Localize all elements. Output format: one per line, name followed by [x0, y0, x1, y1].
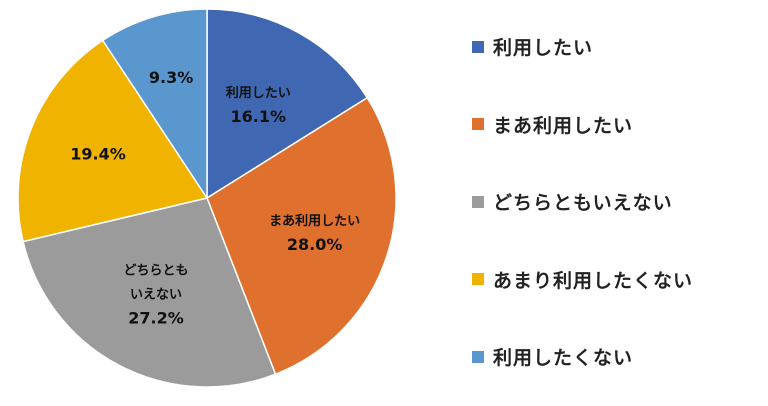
- legend-label-5: 利用したくない: [493, 347, 634, 369]
- slice-value-label-2: 28.0%: [287, 235, 343, 254]
- slice-value-label-5: 9.3%: [149, 68, 193, 87]
- legend-label-3: どちらともいえない: [493, 192, 673, 214]
- slice-category-label-3-1: どちらとも: [124, 264, 189, 279]
- legend-item-3: どちらともいえない: [472, 189, 762, 214]
- legend-swatch-5: [472, 350, 484, 363]
- slice-category-label-3-2: いえない: [130, 288, 182, 303]
- legend-label-4: あまり利用したくない: [493, 269, 694, 292]
- slice-value-label-4: 19.4%: [70, 144, 126, 163]
- legend-item-5: 利用したくない: [472, 344, 762, 369]
- legend: 利用したい まあ利用したい どちらともいえない あまり利用したくない 利用したく…: [472, 34, 762, 369]
- slice-category-label-1-1: 利用したい: [226, 85, 291, 101]
- legend-label-1: 利用したい: [493, 37, 594, 59]
- pie-slices: [17, 8, 397, 388]
- legend-item-2: まあ利用したい: [472, 112, 762, 137]
- pie-slice-2: [206, 96, 397, 376]
- pie-slice-5: [101, 8, 208, 201]
- slice-value-label-1: 16.1%: [231, 107, 287, 126]
- legend-swatch-3: [472, 195, 484, 208]
- legend-swatch-4: [472, 273, 484, 285]
- slice-category-label-2-1: まあ利用したい: [269, 213, 360, 229]
- pie-slice-3: [22, 197, 277, 388]
- legend-swatch-1: [472, 40, 484, 53]
- legend-swatch-2: [472, 118, 484, 130]
- pie-labels: 利用したい 16.1% まあ利用したい 28.0% どちらともいえない 27.2% 19.4…: [70, 68, 360, 327]
- pie-slice-4: [17, 39, 209, 243]
- pie-chart: 利用したい 16.1% まあ利用したい 28.0% どちらともいえない 27.2% 19.4…: [17, 8, 397, 388]
- slice-value-label-3: 27.2%: [128, 309, 184, 328]
- legend-item-4: あまり利用したくない: [472, 267, 762, 292]
- legend-label-2: まあ利用したい: [493, 114, 634, 137]
- pie-slice-1: [206, 8, 369, 200]
- legend-item-1: 利用したい: [472, 34, 762, 59]
